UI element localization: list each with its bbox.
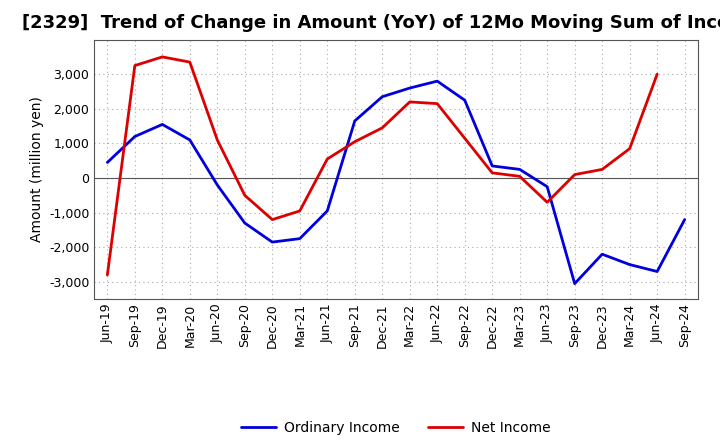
Ordinary Income [488,163,497,169]
Net Income [598,167,606,172]
Ordinary Income [598,252,606,257]
Ordinary Income [158,122,166,127]
Net Income [103,272,112,278]
Net Income [378,125,387,131]
Net Income [460,136,469,141]
Net Income [516,174,524,179]
Net Income [130,63,139,68]
Ordinary Income [378,94,387,99]
Ordinary Income [653,269,662,274]
Ordinary Income [351,118,359,124]
Net Income [405,99,414,105]
Ordinary Income [240,220,249,226]
Net Income [433,101,441,106]
Ordinary Income [680,217,689,222]
Ordinary Income [268,239,276,245]
Ordinary Income [323,208,332,213]
Net Income [213,137,222,143]
Net Income [543,200,552,205]
Net Income [570,172,579,177]
Net Income [323,156,332,161]
Net Income [295,208,304,213]
Ordinary Income [460,98,469,103]
Net Income [488,170,497,176]
Net Income [186,59,194,65]
Ordinary Income [186,137,194,143]
Line: Net Income: Net Income [107,57,657,275]
Net Income [268,217,276,222]
Ordinary Income [405,85,414,91]
Net Income [653,72,662,77]
Line: Ordinary Income: Ordinary Income [107,81,685,284]
Ordinary Income [516,167,524,172]
Ordinary Income [543,184,552,189]
Ordinary Income [130,134,139,139]
Ordinary Income [213,182,222,187]
Ordinary Income [433,78,441,84]
Y-axis label: Amount (million yen): Amount (million yen) [30,96,43,242]
Net Income [351,139,359,144]
Net Income [626,146,634,151]
Net Income [240,193,249,198]
Legend: Ordinary Income, Net Income: Ordinary Income, Net Income [236,415,556,440]
Ordinary Income [103,160,112,165]
Ordinary Income [626,262,634,267]
Title: [2329]  Trend of Change in Amount (YoY) of 12Mo Moving Sum of Incomes: [2329] Trend of Change in Amount (YoY) o… [22,15,720,33]
Ordinary Income [570,281,579,286]
Net Income [158,54,166,59]
Ordinary Income [295,236,304,241]
